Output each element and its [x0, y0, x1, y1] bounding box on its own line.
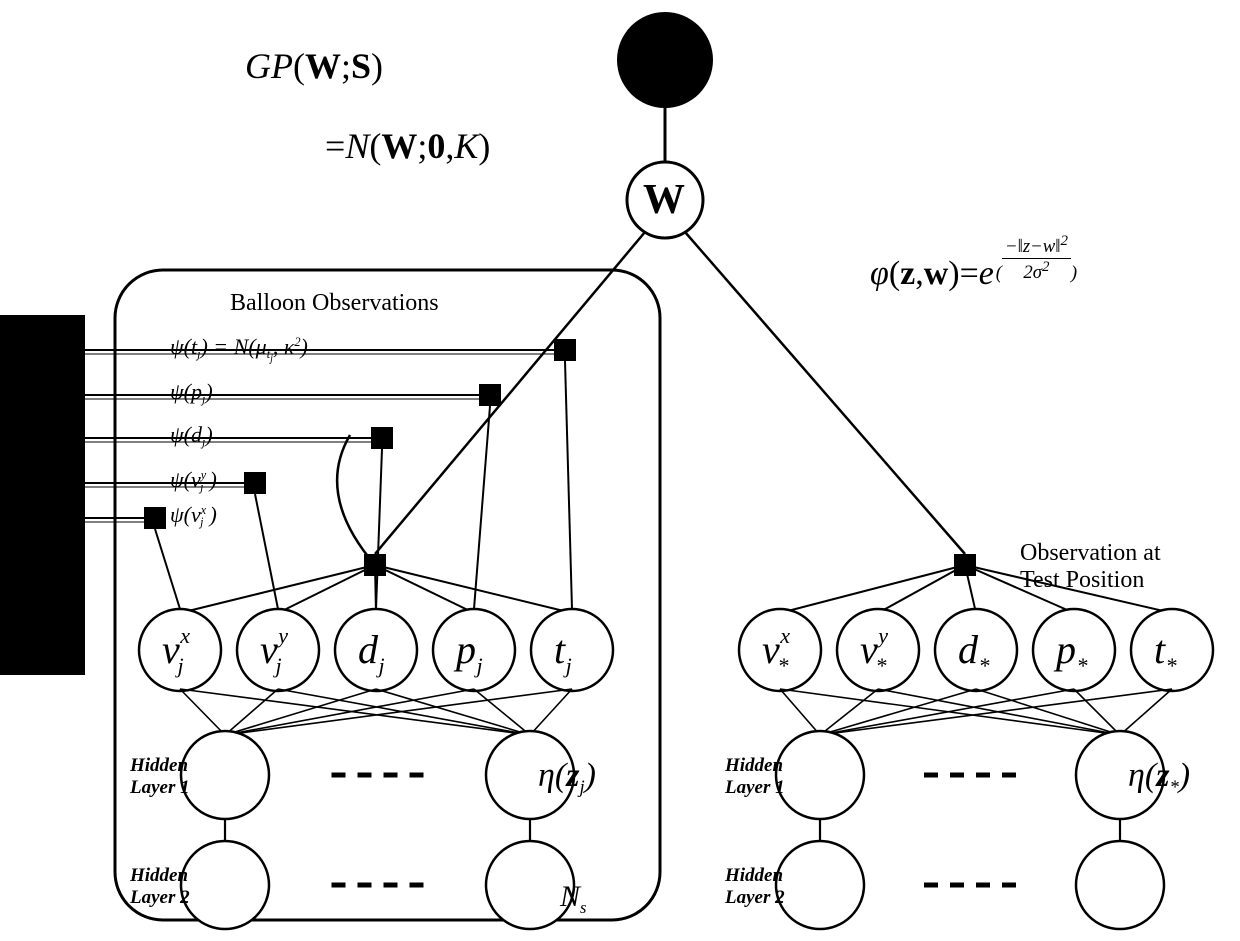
- eta-label-right: η(z*): [1128, 757, 1190, 795]
- hidden-layer-2-label-left: HiddenLayer 2: [130, 865, 190, 909]
- obs-node-label-d_j: dj: [358, 626, 384, 673]
- side-bar: [0, 315, 85, 675]
- psi-label-3: ψ(vyj): [170, 467, 217, 493]
- psi-label-2: ψ(dj): [170, 422, 213, 448]
- phi-label: φ(z,w)=e(−‖z−w‖22σ2): [870, 255, 1075, 306]
- obs-node-label-vx_s: vx*: [762, 626, 801, 673]
- eta-label-left: η(zj): [538, 757, 596, 795]
- obs-node-label-p_s: p*: [1056, 626, 1087, 673]
- eq-label: =N(W;0,K): [325, 125, 490, 167]
- gp-label: GP(W;S): [245, 45, 383, 87]
- right-obs-title: Observation atTest Position: [1020, 540, 1161, 594]
- hidden-layer-2-label-right: HiddenLayer 2: [725, 865, 785, 909]
- psi-label-1: ψ(pj): [170, 379, 213, 405]
- plate-title: Balloon Observations: [230, 290, 439, 317]
- W-node-label: W: [643, 176, 685, 224]
- gp-prior-node: [617, 12, 713, 108]
- obs-node-label-p_j: pj: [456, 626, 482, 673]
- obs-node-label-t_s: t*: [1154, 626, 1176, 673]
- obs-node-label-vx_j: vxj: [162, 626, 196, 673]
- hidden-layer-1-label-right: HiddenLayer 1: [725, 755, 785, 799]
- plate-balloon-observations: [115, 270, 660, 920]
- obs-node-label-t_j: tj: [554, 626, 571, 673]
- obs-node-label-vy_s: vy*: [860, 626, 899, 673]
- diagram-stage: vxj vyj dj pj tj vx* vy* d* p* t* ψ(tj) = N(μtj, κ…: [0, 0, 1240, 941]
- obs-node-label-vy_j: vyj: [260, 626, 294, 673]
- plate-Ns-label: Ns: [560, 880, 586, 914]
- obs-node-label-d_s: d*: [958, 626, 989, 673]
- psi-label-0: ψ(tj) = N(μtj, κ2): [170, 334, 308, 360]
- hidden-layer-1-label-left: HiddenLayer 1: [130, 755, 190, 799]
- psi-label-4: ψ(vxj): [170, 502, 217, 528]
